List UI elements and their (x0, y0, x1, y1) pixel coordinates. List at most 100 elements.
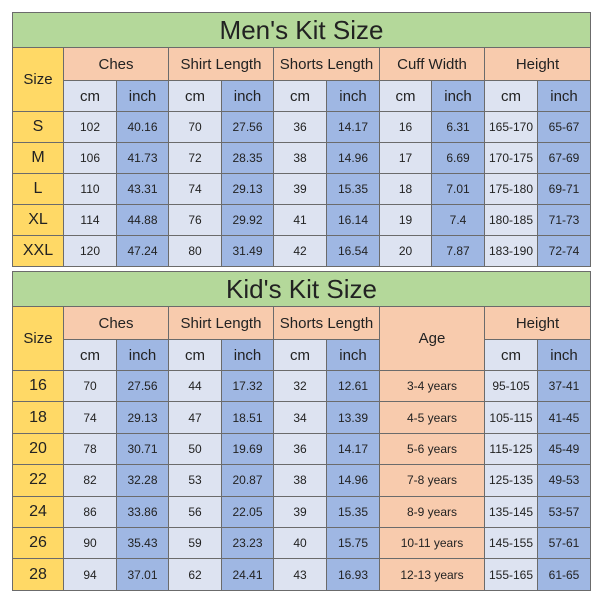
value-cell: 106 (63, 142, 117, 174)
value-cell: 16.93 (326, 558, 380, 591)
value-cell: 74 (63, 401, 117, 434)
value-cell: 165-170 (484, 111, 538, 143)
age-cell: 12-13 years (379, 558, 485, 591)
value-cell: 62 (168, 558, 222, 591)
value-cell: 72-74 (537, 235, 591, 267)
table-title: Kid's Kit Size (12, 271, 591, 307)
size-header: Size (12, 47, 64, 112)
value-cell: 17.32 (221, 370, 274, 403)
value-cell: 94 (63, 558, 117, 591)
value-cell: 76 (168, 204, 222, 236)
unit-header: cm (484, 80, 538, 112)
value-cell: 180-185 (484, 204, 538, 236)
value-cell: 44.88 (116, 204, 169, 236)
value-cell: 43.31 (116, 173, 169, 205)
value-cell: 27.56 (116, 370, 169, 403)
value-cell: 39 (273, 173, 327, 205)
value-cell: 41-45 (537, 401, 591, 434)
value-cell: 37.01 (116, 558, 169, 591)
value-cell: 17 (379, 142, 432, 174)
value-cell: 86 (63, 495, 117, 528)
value-cell: 110 (63, 173, 117, 205)
value-cell: 39 (273, 495, 327, 528)
column-header: Shirt Length (168, 47, 274, 81)
value-cell: 36 (273, 111, 327, 143)
unit-header: cm (273, 339, 327, 371)
value-cell: 70 (63, 370, 117, 403)
value-cell: 15.75 (326, 527, 380, 560)
value-cell: 14.96 (326, 464, 380, 497)
size-label: 22 (12, 464, 64, 497)
value-cell: 69-71 (537, 173, 591, 205)
size-label: XXL (12, 235, 64, 267)
value-cell: 44 (168, 370, 222, 403)
value-cell: 27.56 (221, 111, 274, 143)
column-header: Age (379, 306, 485, 371)
value-cell: 53 (168, 464, 222, 497)
value-cell: 34 (273, 401, 327, 434)
unit-header: cm (379, 80, 432, 112)
value-cell: 37-41 (537, 370, 591, 403)
value-cell: 30.71 (116, 432, 169, 466)
unit-header: inch (116, 339, 169, 371)
column-header: Height (484, 306, 591, 340)
value-cell: 18 (379, 173, 432, 205)
value-cell: 32 (273, 370, 327, 403)
value-cell: 15.35 (326, 173, 380, 205)
value-cell: 40 (273, 527, 327, 560)
column-header: Shorts Length (273, 47, 380, 81)
table-title: Men's Kit Size (12, 12, 591, 48)
value-cell: 47.24 (116, 235, 169, 267)
value-cell: 74 (168, 173, 222, 205)
size-label: 20 (12, 432, 64, 466)
value-cell: 57-61 (537, 527, 591, 560)
unit-header: cm (168, 80, 222, 112)
value-cell: 7.87 (431, 235, 485, 267)
value-cell: 22.05 (221, 495, 274, 528)
value-cell: 14.17 (326, 432, 380, 466)
value-cell: 50 (168, 432, 222, 466)
size-header: Size (12, 306, 64, 371)
value-cell: 114 (63, 204, 117, 236)
size-label: S (12, 111, 64, 143)
size-label: 16 (12, 370, 64, 403)
value-cell: 28.35 (221, 142, 274, 174)
value-cell: 14.17 (326, 111, 380, 143)
value-cell: 70 (168, 111, 222, 143)
value-cell: 33.86 (116, 495, 169, 528)
size-label: L (12, 173, 64, 205)
unit-header: inch (431, 80, 485, 112)
value-cell: 7.01 (431, 173, 485, 205)
value-cell: 20.87 (221, 464, 274, 497)
column-header: Ches (63, 47, 169, 81)
value-cell: 38 (273, 142, 327, 174)
size-label: 28 (12, 558, 64, 591)
value-cell: 16.54 (326, 235, 380, 267)
value-cell: 115-125 (484, 432, 538, 466)
value-cell: 120 (63, 235, 117, 267)
value-cell: 42 (273, 235, 327, 267)
age-cell: 3-4 years (379, 370, 485, 403)
value-cell: 35.43 (116, 527, 169, 560)
value-cell: 61-65 (537, 558, 591, 591)
value-cell: 71-73 (537, 204, 591, 236)
column-header: Cuff Width (379, 47, 485, 81)
value-cell: 78 (63, 432, 117, 466)
value-cell: 95-105 (484, 370, 538, 403)
value-cell: 43 (273, 558, 327, 591)
value-cell: 105-115 (484, 401, 538, 434)
unit-header: cm (484, 339, 538, 371)
value-cell: 41 (273, 204, 327, 236)
size-label: XL (12, 204, 64, 236)
value-cell: 155-165 (484, 558, 538, 591)
unit-header: inch (326, 80, 380, 112)
unit-header: inch (537, 80, 591, 112)
value-cell: 19.69 (221, 432, 274, 466)
value-cell: 13.39 (326, 401, 380, 434)
size-label: 24 (12, 495, 64, 528)
value-cell: 32.28 (116, 464, 169, 497)
value-cell: 19 (379, 204, 432, 236)
value-cell: 20 (379, 235, 432, 267)
unit-header: inch (537, 339, 591, 371)
